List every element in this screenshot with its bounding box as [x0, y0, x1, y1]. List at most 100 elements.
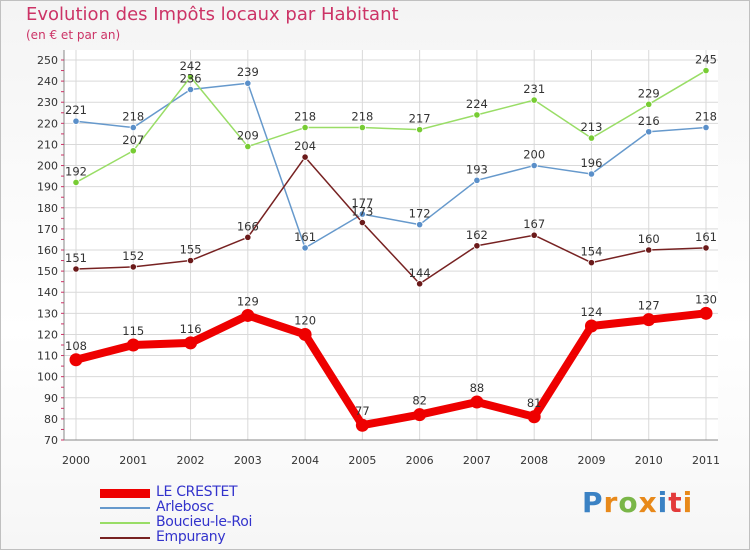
data-label: 207	[122, 133, 144, 147]
data-point	[69, 353, 83, 367]
data-point	[413, 408, 427, 422]
data-point	[129, 123, 137, 132]
data-label: 242	[180, 59, 202, 73]
data-point	[358, 210, 366, 218]
data-point	[699, 306, 713, 320]
data-label: 216	[638, 114, 660, 128]
series-line-boucieu-le-roi	[75, 69, 707, 184]
legend-label-empurany: Empurany	[156, 529, 226, 545]
data-label: 120	[294, 313, 316, 327]
data-label: 82	[412, 394, 427, 408]
y-tick-label: 140	[37, 286, 58, 299]
data-label: 161	[294, 230, 316, 244]
y-tick-label: 240	[37, 75, 58, 88]
data-point	[244, 142, 252, 151]
legend-swatch-empurany	[100, 537, 150, 539]
data-label: 231	[523, 82, 545, 96]
data-point	[244, 79, 252, 87]
logo-letter: x	[638, 486, 658, 519]
data-point	[184, 336, 198, 350]
y-tick-label: 130	[37, 307, 58, 320]
y-tick-label: 230	[37, 96, 58, 109]
y-tick-label: 200	[37, 160, 58, 173]
logo-letter: o	[618, 486, 639, 519]
data-point	[355, 418, 369, 432]
logo-letter: P	[582, 486, 604, 519]
y-tick-label: 100	[37, 371, 58, 384]
logo-letter: t	[668, 486, 683, 519]
data-label: 200	[523, 148, 545, 162]
data-label: 77	[355, 404, 370, 418]
data-point	[416, 126, 424, 134]
y-tick-label: 220	[37, 117, 58, 130]
data-label: 115	[122, 324, 144, 338]
data-point	[587, 170, 596, 178]
data-point	[186, 85, 195, 94]
data-label: 124	[580, 305, 602, 319]
data-point	[72, 265, 80, 273]
data-label: 218	[351, 110, 373, 124]
data-point	[72, 117, 80, 125]
y-tick-label: 190	[37, 181, 58, 194]
x-tick-label: 2002	[177, 454, 205, 467]
data-label: 217	[409, 112, 431, 126]
data-label: 193	[466, 162, 488, 176]
data-point	[470, 395, 484, 409]
data-point	[301, 123, 309, 132]
data-point	[358, 218, 366, 227]
legend-swatch-arlebosc	[100, 507, 150, 509]
data-point	[358, 123, 366, 132]
data-label: 172	[409, 207, 431, 221]
data-label: 127	[638, 299, 660, 313]
data-point	[642, 313, 656, 327]
legend-swatch-boucieu-le-roi	[100, 522, 150, 524]
data-point	[645, 128, 653, 136]
data-label: 88	[470, 381, 485, 395]
data-point	[416, 221, 424, 229]
data-label: 151	[65, 251, 87, 265]
data-label: 204	[294, 139, 316, 153]
y-tick-label: 160	[37, 244, 58, 257]
data-label: 221	[65, 103, 87, 117]
legend-label-boucieu-le-roi: Boucieu-le-Roi	[156, 514, 253, 530]
data-label: 130	[695, 292, 717, 306]
data-label: 218	[122, 110, 144, 124]
data-point	[530, 231, 538, 239]
data-label: 162	[466, 228, 488, 242]
legend-label-le-crestet: LE CRESTET	[156, 484, 238, 500]
data-point	[301, 244, 309, 252]
data-point	[416, 280, 424, 288]
data-label: 155	[180, 243, 202, 257]
data-label: 177	[351, 196, 373, 210]
data-point	[72, 178, 80, 187]
chart-subtitle: (en € et par an)	[26, 28, 121, 42]
logo-letter: i	[682, 486, 694, 519]
data-point	[645, 246, 653, 254]
y-tick-label: 180	[37, 202, 58, 215]
data-label: 239	[237, 65, 259, 79]
data-label: 173	[351, 205, 373, 219]
data-label: 209	[237, 129, 259, 143]
data-label: 218	[695, 110, 717, 124]
data-label: 196	[580, 156, 602, 170]
data-label: 166	[237, 219, 259, 233]
proxiti-logo: Proxiti	[582, 486, 693, 519]
data-point	[587, 259, 596, 267]
data-label: 218	[294, 110, 316, 124]
data-label: 81	[527, 396, 542, 410]
x-tick-label: 2008	[520, 454, 548, 467]
data-point	[244, 233, 252, 241]
x-tick-label: 2010	[635, 454, 663, 467]
x-tick-label: 2009	[577, 454, 605, 467]
data-point	[186, 256, 195, 265]
data-point	[702, 123, 710, 132]
data-point	[702, 244, 710, 252]
logo-letter: r	[603, 486, 619, 519]
data-label: 245	[695, 53, 717, 67]
x-tick-label: 2000	[62, 454, 90, 467]
chart-title: Evolution des Impôts locaux par Habitant	[26, 4, 399, 25]
logo-letter: i	[657, 486, 669, 519]
series-line-arlebosc	[75, 82, 707, 249]
x-tick-label: 2006	[406, 454, 434, 467]
data-point	[473, 242, 481, 250]
